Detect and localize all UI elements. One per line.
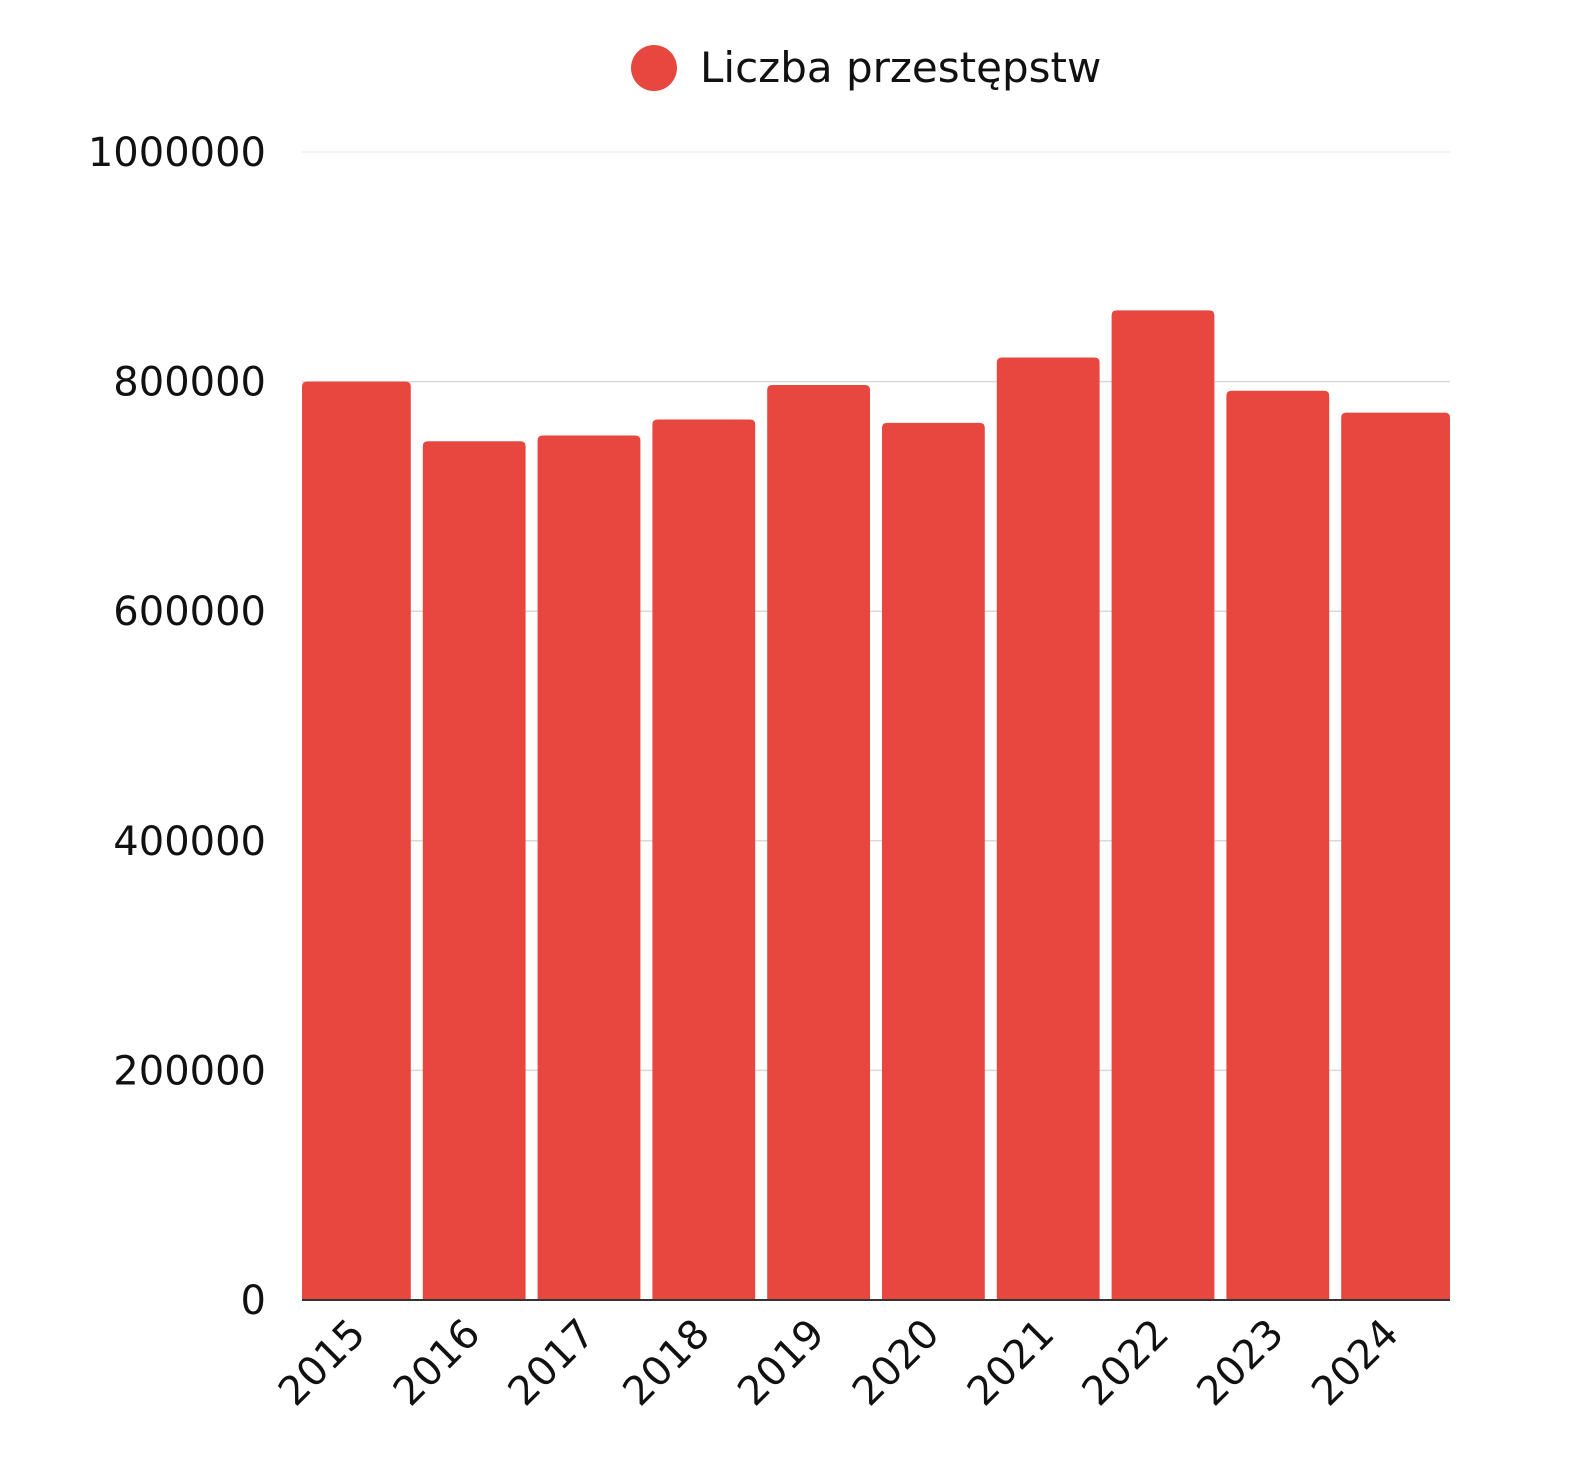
x-tick-label: 2020: [844, 1311, 949, 1416]
bar-2020[interactable]: [882, 422, 985, 1301]
bar-2023[interactable]: [1226, 390, 1330, 1300]
x-tick-label: 2021: [959, 1311, 1064, 1416]
x-tick-label: 2016: [385, 1311, 490, 1416]
x-tick-label: 2024: [1303, 1311, 1408, 1416]
y-axis-ticks: 0 200000 400000 600000 800000 1000000: [88, 130, 266, 1324]
bar-2018[interactable]: [652, 419, 756, 1300]
bar-2024[interactable]: [1341, 412, 1450, 1300]
y-tick-label: 0: [241, 1278, 266, 1324]
legend: Liczba przestępstw: [631, 43, 1101, 92]
y-tick-label: 400000: [113, 819, 266, 865]
x-tick-label: 2022: [1074, 1311, 1179, 1416]
x-tick-label: 2023: [1188, 1311, 1293, 1416]
y-tick-label: 1000000: [88, 130, 266, 176]
legend-swatch-icon: [631, 45, 677, 91]
bar-2017[interactable]: [537, 435, 641, 1300]
bar-2015[interactable]: [302, 381, 411, 1301]
bar-2019[interactable]: [767, 385, 870, 1300]
legend-label: Liczba przestępstw: [700, 43, 1101, 92]
x-tick-label: 2017: [500, 1311, 605, 1416]
bar-2022[interactable]: [1111, 310, 1215, 1300]
y-tick-label: 600000: [113, 589, 266, 635]
x-tick-label: 2018: [614, 1311, 719, 1416]
bars: [302, 310, 1450, 1301]
bar-2016[interactable]: [422, 441, 526, 1300]
x-tick-label: 2019: [729, 1311, 834, 1416]
x-tick-label: 2015: [270, 1311, 375, 1416]
bar-2021[interactable]: [996, 357, 1100, 1300]
y-tick-label: 800000: [113, 360, 266, 406]
y-tick-label: 200000: [113, 1048, 266, 1094]
x-axis-ticks: 2015 2016 2017 2018 2019 2020 2021 2022 2023 2024: [270, 1311, 1408, 1416]
